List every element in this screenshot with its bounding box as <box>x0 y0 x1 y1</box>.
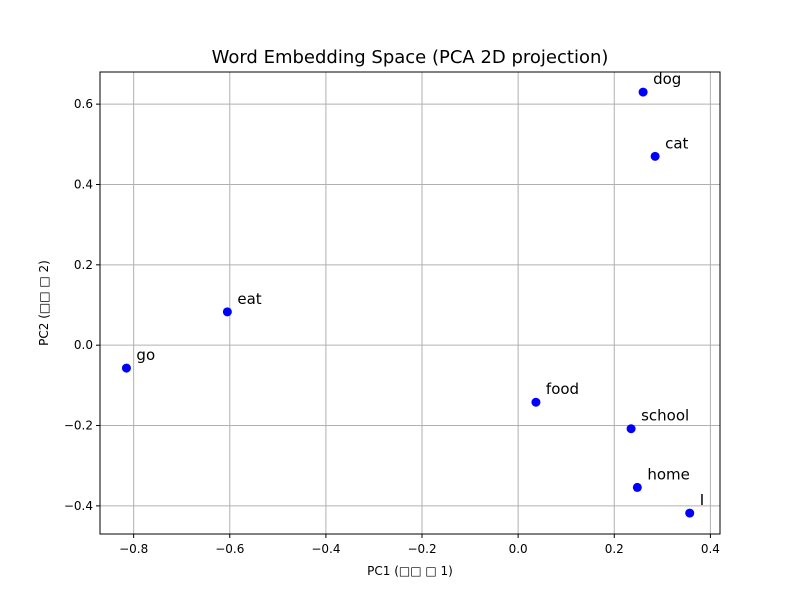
data-point-cat <box>650 151 660 161</box>
y-tick-label: −0.2 <box>64 419 93 433</box>
x-tick-label: −0.6 <box>215 542 244 556</box>
x-tick-label: −0.8 <box>119 542 148 556</box>
x-tick-label: 0.4 <box>701 542 720 556</box>
point-label-cat: cat <box>665 134 688 152</box>
y-tick-label: 0.4 <box>74 177 93 191</box>
y-tick-label: 0.2 <box>74 258 93 272</box>
data-point-i <box>685 508 695 518</box>
y-tick-label: 0.0 <box>74 338 93 352</box>
y-axis-title: PC2 (□□ □ 2) <box>37 260 51 346</box>
x-tick-label: 0.0 <box>509 542 528 556</box>
grid-lines <box>100 72 720 534</box>
x-axis-title: PC1 (□□ □ 1) <box>367 564 453 578</box>
point-label-eat: eat <box>237 290 261 308</box>
point-label-school: school <box>641 407 689 425</box>
data-point-school <box>626 424 636 434</box>
point-label-food: food <box>546 380 579 398</box>
point-label-go: go <box>136 346 155 364</box>
x-tick-label: −0.2 <box>407 542 436 556</box>
y-tick-label: −0.4 <box>64 499 93 513</box>
chart-title: Word Embedding Space (PCA 2D projection) <box>212 47 609 68</box>
x-tick-label: 0.2 <box>605 542 624 556</box>
plot-frame <box>99 71 721 535</box>
y-tick-label: 0.6 <box>74 97 93 111</box>
data-point-food <box>531 397 541 407</box>
data-point-home <box>632 482 642 492</box>
x-tick-label: −0.4 <box>311 542 340 556</box>
data-point-dog <box>638 87 648 97</box>
data-points: dog cat eat go food school home I <box>121 70 704 518</box>
data-point-go <box>121 363 131 373</box>
point-label-home: home <box>647 465 690 483</box>
axis-ticks: −0.8 −0.6 −0.4 −0.2 0.0 0.2 0.4 −0.4 −0.2 0.0 0.2 0… <box>64 97 720 556</box>
data-point-eat <box>222 307 232 317</box>
point-label-dog: dog <box>653 70 681 88</box>
point-label-i: I <box>700 491 704 509</box>
